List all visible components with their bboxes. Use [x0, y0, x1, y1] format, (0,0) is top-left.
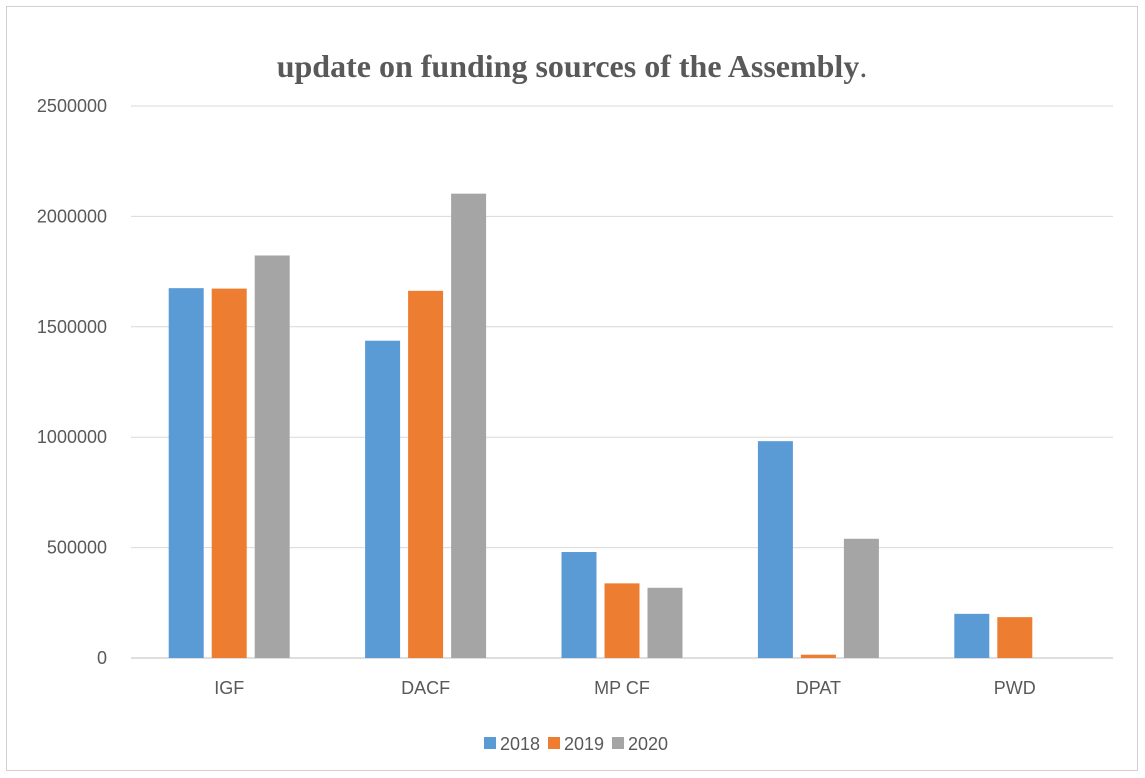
x-axis-tick-labels: IGF DACF MP CF DPAT PWD	[214, 678, 1036, 698]
bar-mp-cf-2020	[647, 587, 683, 658]
y-tick-label: 2500000	[37, 96, 107, 116]
x-tick-label: IGF	[214, 678, 244, 698]
legend-swatch-2019	[548, 737, 560, 749]
legend-label-2018: 2018	[500, 734, 540, 754]
x-tick-label: DACF	[401, 678, 450, 698]
bar-dpat-2020	[843, 538, 879, 658]
x-tick-label: DPAT	[796, 678, 841, 698]
chart-title-suffix: .	[859, 48, 867, 84]
bar-pwd-2019	[997, 617, 1033, 658]
bar-dpat-2019	[800, 654, 836, 658]
legend-label-2019: 2019	[564, 734, 604, 754]
bar-pwd-2018	[954, 613, 990, 658]
y-axis-tick-labels: 0 500000 1000000 1500000 2000000 2500000	[37, 96, 107, 668]
bar-mp-cf-2018	[561, 552, 597, 658]
y-tick-label: 500000	[47, 538, 107, 558]
x-tick-label: PWD	[994, 678, 1036, 698]
gridlines	[131, 105, 1113, 659]
y-tick-label: 1500000	[37, 317, 107, 337]
bar-mp-cf-2019	[604, 583, 640, 658]
legend-swatch-2018	[484, 737, 496, 749]
bar-dacf-2020	[451, 193, 487, 658]
legend-label-2020: 2020	[628, 734, 668, 754]
y-tick-label: 0	[97, 648, 107, 668]
y-tick-label: 2000000	[37, 206, 107, 226]
y-tick-label: 1000000	[37, 427, 107, 447]
x-tick-label: MP CF	[594, 678, 650, 698]
bars	[168, 193, 1033, 658]
bar-igf-2020	[254, 255, 290, 658]
legend-swatch-2020	[612, 737, 624, 749]
legend: 2018 2019 2020	[484, 734, 668, 754]
bar-dacf-2018	[365, 340, 401, 658]
bar-dacf-2019	[408, 290, 444, 658]
bar-dpat-2018	[757, 441, 793, 658]
chart-title: update on funding sources of the Assembl…	[277, 48, 868, 84]
bar-igf-2019	[211, 288, 247, 658]
bar-igf-2018	[168, 288, 204, 658]
